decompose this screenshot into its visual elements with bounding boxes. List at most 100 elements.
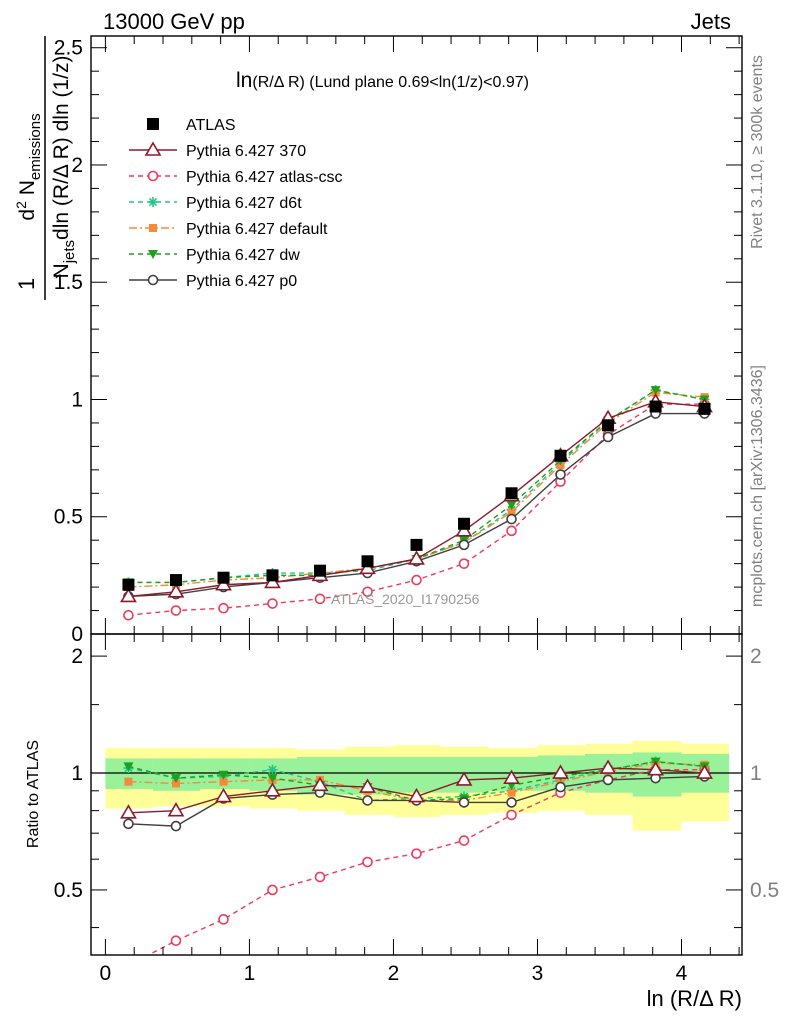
series-p0 bbox=[123, 408, 710, 602]
ylabel-den-rest: dln (R/Δ R) dln (1/z) bbox=[50, 56, 73, 240]
point-p0 bbox=[602, 431, 614, 443]
main-ytick-label: 0 bbox=[71, 623, 83, 646]
series-atlas bbox=[122, 400, 711, 591]
point-p370 bbox=[215, 576, 232, 591]
ratio-ylabel-text: Ratio to ATLAS bbox=[25, 740, 42, 848]
ratio-point-p370 bbox=[455, 771, 473, 786]
point-atlas bbox=[217, 571, 230, 584]
ratio-point-p0 bbox=[555, 781, 566, 793]
ratio-plot-layer bbox=[120, 756, 713, 970]
ratio-point-p0 bbox=[123, 818, 134, 830]
ratio-ytick-label-right: 0.5 bbox=[750, 879, 779, 902]
ylabel-n: N bbox=[16, 180, 39, 201]
legend-marker-p370 bbox=[144, 141, 162, 156]
band-inner-bin bbox=[393, 756, 441, 793]
point-p0 bbox=[458, 539, 470, 551]
point-atlas bbox=[169, 574, 182, 587]
ratio-point-atlascsc bbox=[124, 961, 133, 970]
legend-marker-atlascsc bbox=[147, 170, 159, 182]
legend-label-d6t: Pythia 6.427 d6t bbox=[186, 195, 302, 212]
legend-label-dw: Pythia 6.427 dw bbox=[186, 247, 300, 264]
ratio-series-p370 bbox=[120, 759, 713, 819]
main-ytick-label: 1 bbox=[71, 388, 83, 411]
point-atlas bbox=[649, 400, 662, 413]
xtick-label: 3 bbox=[532, 962, 544, 985]
ratio-ytick-label-right: 1 bbox=[750, 762, 762, 785]
main-ytick-label: 0.5 bbox=[54, 506, 83, 529]
legend-item-dw: Pythia 6.427 dw bbox=[129, 247, 300, 264]
mcplots-label: mcplots.cern.ch [arXiv:1306.3436] bbox=[749, 365, 766, 607]
point-atlas bbox=[314, 564, 327, 577]
point-atlas bbox=[602, 419, 615, 432]
main-ylabel-fraction: d2 Nemissions bbox=[13, 113, 44, 220]
ratio-point-p370 bbox=[215, 787, 232, 803]
ylabel-den-n: N bbox=[50, 263, 73, 278]
legend-item-p0: Pythia 6.427 p0 bbox=[129, 273, 297, 290]
rivet-label: Rivet 3.1.10, ≥ 300k events bbox=[749, 55, 766, 249]
rivet-label-group: Rivet 3.1.10, ≥ 300k events bbox=[749, 55, 766, 249]
point-p370 bbox=[264, 573, 281, 589]
xtick-label: 2 bbox=[388, 962, 400, 985]
mcplots-label-group: mcplots.cern.ch [arXiv:1306.3436] bbox=[749, 365, 766, 607]
ratio-point-p370 bbox=[408, 787, 425, 803]
point-atlas bbox=[266, 569, 279, 582]
legend-item-p370: Pythia 6.427 370 bbox=[129, 141, 306, 160]
header-right: Jets bbox=[691, 9, 731, 34]
ratio-ytick-label-right: 2 bbox=[750, 645, 762, 668]
ratio-point-dw bbox=[123, 762, 134, 772]
point-atlascsc bbox=[218, 602, 229, 614]
legend-marker-default bbox=[149, 224, 157, 232]
ratio-point-p370 bbox=[167, 802, 185, 817]
point-atlas bbox=[361, 555, 374, 568]
legend: ATLAS Pythia 6.427 370 Pythia 6.427 atlas-… bbox=[129, 117, 343, 290]
header-left: 13000 GeV pp bbox=[103, 9, 245, 34]
ratio-point-p370 bbox=[311, 776, 329, 792]
plot-title-sub: (R/Δ R) bbox=[252, 74, 304, 91]
legend-label-atlascsc: Pythia 6.427 atlas-csc bbox=[186, 169, 343, 186]
ratio-point-p370 bbox=[552, 764, 569, 779]
point-atlas bbox=[410, 538, 423, 551]
point-p0 bbox=[506, 513, 517, 525]
main-ylabel-denominator: Njetsdln (R/Δ R) dln (1/z) bbox=[50, 56, 78, 279]
ratio-point-atlascsc bbox=[170, 935, 182, 947]
ratio-point-p0 bbox=[362, 795, 373, 806]
xtick-label: 0 bbox=[100, 962, 112, 985]
point-dw bbox=[506, 501, 517, 511]
plot-title: ln(R/Δ R) (Lund plane 0.69<ln(1/z)<0.97) bbox=[236, 69, 529, 92]
ratio-point-default bbox=[507, 788, 516, 797]
ylabel-emissions: emissions bbox=[27, 113, 44, 180]
point-atlascsc bbox=[267, 598, 278, 609]
main-ylabel-num-1: 1 bbox=[14, 278, 39, 290]
legend-label-p370: Pythia 6.427 370 bbox=[186, 143, 306, 160]
legend-label-p0: Pythia 6.427 p0 bbox=[186, 273, 297, 290]
ratio-point-atlascsc bbox=[314, 871, 326, 883]
point-atlascsc bbox=[506, 525, 517, 537]
point-p0 bbox=[555, 469, 566, 480]
point-p370 bbox=[359, 559, 376, 575]
ratio-point-p370 bbox=[599, 759, 617, 774]
series-line-p0 bbox=[128, 412, 705, 598]
ratio-point-p370 bbox=[120, 804, 137, 819]
ratio-point-default bbox=[171, 779, 180, 788]
ratio-point-atlascsc bbox=[267, 884, 278, 896]
main-plot-layer bbox=[120, 385, 713, 621]
plot-frames: 00.511.522.50.5 0.51 12 20 1 2 3 4 bbox=[54, 35, 779, 985]
point-p370 bbox=[455, 522, 473, 537]
ratio-point-dw bbox=[218, 770, 229, 780]
ratio-point-atlascsc bbox=[506, 809, 517, 821]
point-dw bbox=[650, 386, 661, 396]
x-axis-label: ln (R/Δ R) bbox=[647, 986, 742, 1011]
ratio-ytick-label: 0.5 bbox=[54, 879, 83, 902]
legend-marker-atlas bbox=[147, 118, 159, 130]
ratio-ytick-label: 2 bbox=[71, 645, 83, 668]
point-atlascsc bbox=[170, 605, 182, 616]
ratio-point-p370 bbox=[264, 782, 281, 797]
legend-marker-dw bbox=[148, 250, 158, 259]
ratio-point-p370 bbox=[696, 764, 713, 779]
legend-item-default: Pythia 6.427 default bbox=[129, 221, 328, 238]
ratio-frame bbox=[90, 633, 743, 956]
point-p370 bbox=[120, 587, 137, 603]
ratio-point-d6t bbox=[267, 764, 278, 775]
ratio-point-dw bbox=[170, 774, 181, 784]
